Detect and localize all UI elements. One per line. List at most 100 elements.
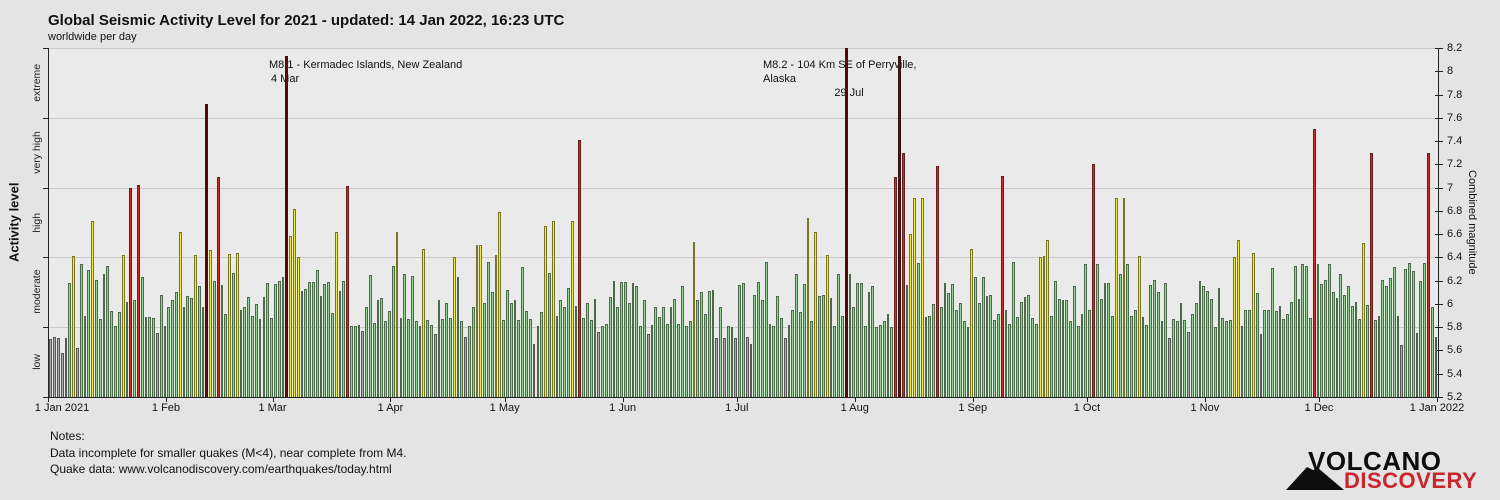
x-axis-tick-label: 1 Aug <box>840 402 869 414</box>
day-bar <box>635 286 639 397</box>
day-bar <box>224 314 228 397</box>
day-bar <box>1289 301 1293 397</box>
day-bar <box>1335 298 1339 397</box>
day-bar <box>1015 316 1019 397</box>
day-bar <box>1019 301 1023 397</box>
day-bar <box>1381 279 1385 397</box>
day-bar <box>654 307 658 397</box>
right-axis-tick-label: 6 <box>1447 297 1454 310</box>
day-bar <box>1270 267 1274 397</box>
day-bar <box>939 307 943 397</box>
day-bar <box>890 327 894 397</box>
day-bar <box>867 292 871 397</box>
day-bar <box>589 320 593 397</box>
left-axis-tick <box>43 257 48 259</box>
day-bar <box>422 249 426 397</box>
day-bar <box>1175 321 1179 397</box>
day-bar <box>384 321 388 397</box>
day-bar <box>1004 309 1008 397</box>
day-bar <box>83 315 87 397</box>
day-bar <box>700 292 703 397</box>
x-axis-tick-label: 1 Mar <box>258 402 287 414</box>
day-bar <box>1126 264 1130 397</box>
day-bar <box>951 284 955 397</box>
day-bar <box>1035 323 1038 397</box>
day-bar <box>502 320 506 397</box>
annotation-kermadec-text: M8.1 - Kermadec Islands, New Zealand <box>269 59 463 71</box>
day-bar <box>673 299 677 397</box>
right-axis-tick <box>1435 234 1443 236</box>
day-bar <box>281 277 285 397</box>
day-bar <box>684 326 688 397</box>
day-bar <box>955 309 958 397</box>
day-bar <box>452 257 456 397</box>
day-bar <box>1316 264 1320 397</box>
day-bar <box>205 103 209 397</box>
day-bar <box>247 296 251 397</box>
day-bar <box>696 300 700 397</box>
day-bar <box>1198 280 1202 397</box>
day-bar <box>114 326 117 397</box>
day-bar <box>1164 283 1168 397</box>
day-bar <box>216 177 220 397</box>
day-bar <box>795 273 799 397</box>
day-bar <box>650 324 654 397</box>
day-bar <box>605 323 608 397</box>
day-bar <box>540 312 544 397</box>
day-bar <box>913 198 917 397</box>
day-bar <box>300 291 304 397</box>
day-bar <box>1202 286 1206 397</box>
day-bar <box>627 302 631 397</box>
day-bar <box>1031 317 1034 397</box>
day-bar <box>49 338 53 397</box>
day-bar <box>509 302 513 397</box>
x-axis-tick <box>1086 397 1088 402</box>
day-bar <box>186 295 190 397</box>
day-bar <box>1255 293 1259 397</box>
day-bar <box>1012 262 1015 397</box>
day-bar <box>129 187 133 397</box>
day-bar <box>338 291 342 397</box>
day-bar <box>1305 265 1308 397</box>
day-bar <box>1080 314 1084 397</box>
day-bar <box>1385 286 1388 397</box>
day-bar <box>985 295 989 397</box>
day-bar <box>53 336 56 397</box>
day-bar <box>190 298 193 397</box>
day-bar <box>799 312 802 397</box>
day-bar <box>977 302 981 397</box>
day-bar <box>494 255 498 397</box>
volcanodiscovery-logo: VOLCANO DISCOVERY <box>1286 446 1477 496</box>
notes-line-2: Quake data: www.volcanodiscovery.com/ear… <box>50 462 392 476</box>
day-bar <box>768 323 772 397</box>
day-bar <box>1293 265 1297 397</box>
day-bar <box>1206 291 1210 397</box>
day-bar <box>703 314 707 397</box>
right-axis-tick-label: 7.8 <box>1447 88 1463 101</box>
day-bar <box>388 310 391 397</box>
day-bar <box>1168 337 1171 397</box>
x-axis-tick <box>736 397 738 402</box>
day-bar <box>361 330 365 397</box>
day-bar <box>251 315 254 397</box>
day-bar <box>1358 319 1362 397</box>
day-bar <box>757 281 761 397</box>
day-bar <box>319 295 323 397</box>
day-bar <box>357 324 361 397</box>
day-bar <box>722 337 726 397</box>
day-bar <box>1084 264 1088 397</box>
day-bar <box>235 252 239 397</box>
day-bar <box>201 307 205 397</box>
day-bar <box>1145 324 1149 397</box>
day-bar <box>1282 319 1286 397</box>
day-bar <box>1362 243 1366 397</box>
day-bar <box>1038 257 1042 397</box>
day-bar <box>68 283 72 397</box>
day-bar <box>1092 164 1095 397</box>
day-bar <box>490 292 494 397</box>
right-axis-tick <box>1435 71 1443 73</box>
day-bar <box>144 316 148 397</box>
day-bar <box>844 48 848 397</box>
day-bar <box>582 317 585 397</box>
day-bar <box>174 292 178 397</box>
